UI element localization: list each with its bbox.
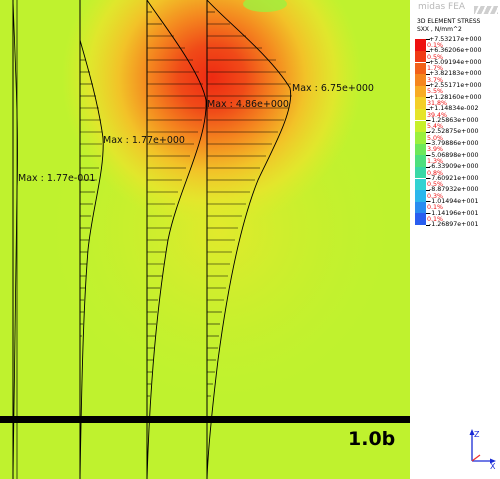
max-label-3: Max : 4.86e+000 [207, 99, 289, 110]
legend-tick-label: +7.53217e+000 [429, 35, 482, 43]
legend-swatch [415, 120, 426, 132]
legend-percent-label: 5.0% [427, 134, 443, 142]
stress-profile-3-hatch [147, 11, 205, 397]
legend-percent-label: 5.4% [427, 123, 443, 131]
brand-logo: midas FEA [418, 2, 498, 16]
triad-x-label: X [490, 462, 496, 470]
legend-tick-mark [426, 213, 430, 214]
brand-logo-icon [474, 6, 498, 14]
legend-percent-label: 0.1% [427, 42, 443, 49]
legend-tick-mark [426, 166, 430, 168]
legend-tick-mark [426, 224, 430, 226]
legend-tick-label: -7.60921e+000 [429, 174, 479, 182]
stress-profile-4 [206, 0, 292, 479]
legend-percent-label: 1.3% [427, 158, 443, 165]
legend-swatch [415, 178, 426, 190]
legend-percent-label: 0.1% [427, 216, 443, 223]
legend-panel: midas FEA 3D ELEMENT STRESS SXX , N/mm^2… [410, 0, 500, 479]
legend-swatch [415, 74, 426, 86]
legend-tick-mark [426, 178, 430, 180]
legend-tick-label: +1.14834e-002 [429, 105, 479, 113]
legend-percent-label: 39.4% [427, 111, 448, 119]
stress-profile-2-hatch [80, 59, 102, 337]
legend-title: 3D ELEMENT STRESS [417, 18, 481, 25]
legend-swatch [415, 85, 426, 98]
legend-tick-label: -1.25863e+000 [429, 116, 479, 124]
stress-profile-4-hatch [207, 11, 292, 397]
stress-profile-3 [146, 0, 207, 479]
legend-tick-label: -5.06898e+000 [429, 151, 479, 159]
stage-label: 1.0b [348, 428, 395, 450]
stage-boundary-line [0, 416, 410, 423]
legend-swatch [415, 190, 426, 202]
legend-tick-mark [426, 73, 430, 75]
legend-tick-label: -1.01494e+001 [429, 197, 479, 205]
legend-percent-label: 0.1% [427, 204, 443, 212]
legend-tick-mark [426, 62, 430, 64]
legend-swatch [415, 132, 426, 144]
legend-percent-label: 0.5% [427, 53, 443, 61]
legend-swatch [415, 155, 426, 167]
legend-tick-label: +2.55171e+000 [429, 81, 482, 89]
legend-subtitle: SXX , N/mm^2 [417, 26, 462, 33]
max-label-2: Max : 1.77e+000 [103, 135, 185, 146]
legend-tick-mark [426, 120, 430, 122]
legend-tick-mark [426, 97, 430, 98]
legend-tick-label: -8.87932e+000 [429, 186, 479, 194]
legend-tick-mark [426, 108, 430, 110]
brand-text: midas FEA [418, 2, 466, 12]
legend-percent-label: 0.5% [427, 181, 443, 189]
legend-swatch [415, 143, 426, 156]
legend-percent-label: 0.8% [427, 169, 443, 177]
legend-percent-label: 3.7% [427, 76, 443, 84]
legend-tick-mark [426, 50, 430, 52]
legend-swatch [415, 201, 426, 214]
max-label-1: Max : 1.77e-001 [18, 173, 95, 184]
legend-percent-label: 3.9% [427, 146, 443, 154]
legend-tick-label: -2.52875e+000 [429, 128, 479, 136]
legend-percent-label: 0.3% [427, 192, 443, 200]
legend-tick-mark [426, 85, 430, 87]
legend-tick-mark [426, 131, 430, 133]
legend-swatch [415, 97, 426, 109]
legend-percent-label: 1.7% [427, 65, 443, 73]
triad-z-label: Z [474, 430, 480, 439]
legend-tick-mark [426, 201, 430, 203]
legend-tick-label: +6.36206e+000 [429, 47, 482, 55]
legend-tick-label: +3.82183e+000 [429, 70, 482, 78]
legend-swatch [415, 213, 426, 225]
legend-tick-mark [426, 39, 430, 40]
legend-swatch [415, 50, 426, 63]
legend-swatch [415, 108, 426, 121]
stress-profile-2 [79, 39, 104, 479]
legend-percent-label: 31.8% [427, 100, 448, 107]
stress-profile-1 [12, 0, 18, 479]
legend-tick-label: +1.28160e+000 [429, 93, 482, 101]
legend-tick-mark [426, 189, 430, 191]
legend-percent-label: 5.5% [427, 88, 443, 96]
legend-swatch [415, 39, 426, 51]
legend-tick-label: -6.33909e+000 [429, 163, 479, 171]
contour-hotspot [42, 0, 382, 282]
coordinate-triad-icon: Z X [469, 429, 496, 470]
contour-top-spot [243, 0, 287, 12]
max-label-4: Max : 6.75e+000 [292, 83, 374, 94]
legend-tick-label: -1.26897e+001 [429, 221, 479, 229]
legend-swatch [415, 62, 426, 74]
legend-tick-label: -1.14196e+001 [429, 209, 479, 217]
legend-tick-mark [426, 155, 430, 156]
stress-contour-plot[interactable]: Max : 1.77e-001 Max : 1.77e+000 Max : 4.… [0, 0, 410, 479]
legend-swatch [415, 166, 426, 179]
legend-tick-label: -3.79886e+000 [429, 139, 479, 147]
legend-tick-label: +5.09194e+000 [429, 58, 482, 66]
legend-tick-mark [426, 143, 430, 145]
